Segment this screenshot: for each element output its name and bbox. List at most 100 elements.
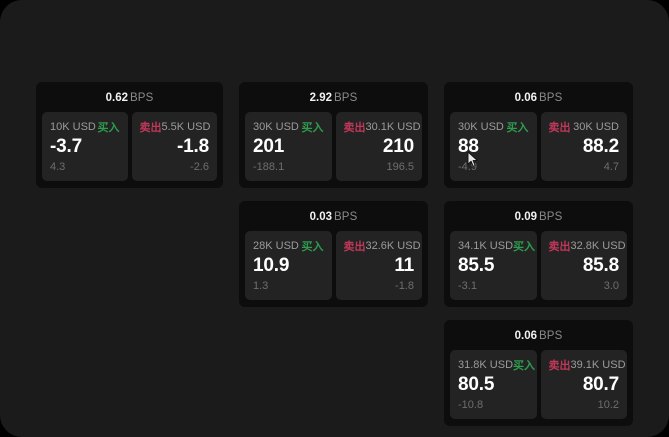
sell-panel[interactable]: 卖出 32.8K USD 85.8 3.0 xyxy=(540,231,627,300)
sell-price: 80.7 xyxy=(582,374,619,395)
panel-header-row: 34.1K USD 买入 xyxy=(458,238,535,253)
bps-value: 2.92 xyxy=(309,92,333,104)
card-sides: 31.8K USD 买入 80.5 -10.8 卖出 39.1K USD 80.7 10.2 xyxy=(450,350,627,419)
panel-header-row: 卖出 5.5K USD xyxy=(139,119,211,134)
sell-tag: 卖出 xyxy=(343,121,366,134)
sell-delta: -2.6 xyxy=(190,161,209,173)
column-3: 0.06 BPS 30K USD 买入 88 -4.9 卖出 30K USD 88.2 4.7 0.… xyxy=(444,82,633,426)
sell-tag: 卖出 xyxy=(548,121,571,134)
bps-unit-label: BPS xyxy=(539,92,563,104)
buy-price: -3.7 xyxy=(50,136,82,157)
sell-size-label: 39.1K USD xyxy=(570,358,626,371)
card-bps-header: 0.09 BPS xyxy=(450,207,627,231)
panel-header-row: 10K USD 买入 xyxy=(50,119,120,134)
card-bps-header: 0.03 BPS xyxy=(245,207,422,231)
buy-tag: 买入 xyxy=(97,121,120,134)
card-sides: 34.1K USD 买入 85.5 -3.1 卖出 32.8K USD 85.8 3.0 xyxy=(450,231,627,300)
bps-value: 0.09 xyxy=(514,211,538,223)
buy-panel[interactable]: 34.1K USD 买入 85.5 -3.1 xyxy=(450,231,537,300)
sell-panel[interactable]: 卖出 39.1K USD 80.7 10.2 xyxy=(540,350,627,419)
sell-price: 210 xyxy=(382,136,414,157)
buy-delta: -4.9 xyxy=(458,161,477,173)
quote-card[interactable]: 0.09 BPS 34.1K USD 买入 85.5 -3.1 卖出 32.8K USD 85.… xyxy=(444,201,633,307)
buy-delta: -188.1 xyxy=(253,161,285,173)
card-sides: 30K USD 买入 88 -4.9 卖出 30K USD 88.2 4.7 xyxy=(450,112,627,181)
column-2: 2.92 BPS 30K USD 买入 201 -188.1 卖出 30.1K USD 210 1… xyxy=(239,82,428,307)
buy-panel[interactable]: 31.8K USD 买入 80.5 -10.8 xyxy=(450,350,537,419)
sell-delta: 3.0 xyxy=(603,280,619,292)
quote-card[interactable]: 0.06 BPS 30K USD 买入 88 -4.9 卖出 30K USD 88.2 4.7 xyxy=(444,82,633,188)
sell-price: 85.8 xyxy=(582,255,619,276)
buy-tag: 买入 xyxy=(513,359,536,372)
sell-price: 88.2 xyxy=(582,136,619,157)
sell-tag: 卖出 xyxy=(343,240,366,253)
sell-tag: 卖出 xyxy=(548,240,571,253)
card-bps-header: 0.06 BPS xyxy=(450,326,627,350)
buy-price: 85.5 xyxy=(458,255,495,276)
panel-header-row: 卖出 32.8K USD xyxy=(548,238,626,253)
sell-size-label: 32.8K USD xyxy=(570,239,626,252)
panel-header-row: 卖出 39.1K USD xyxy=(548,357,626,372)
buy-size-label: 10K USD xyxy=(50,120,96,133)
card-bps-header: 0.62 BPS xyxy=(42,88,217,112)
buy-tag: 买入 xyxy=(301,240,324,253)
panel-header-row: 30K USD 买入 xyxy=(253,119,324,134)
panel-header-row: 卖出 30.1K USD xyxy=(343,119,421,134)
quote-card[interactable]: 0.03 BPS 28K USD 买入 10.9 1.3 卖出 32.6K USD 11 -1.8 xyxy=(239,201,428,307)
buy-size-label: 31.8K USD xyxy=(458,358,514,371)
sell-panel[interactable]: 卖出 5.5K USD -1.8 -2.6 xyxy=(131,112,217,181)
quote-card-grid: 0.62 BPS 10K USD 买入 -3.7 4.3 卖出 5.5K USD -1.8 -2.… xyxy=(36,82,633,426)
buy-price: 88 xyxy=(458,136,479,157)
buy-price: 10.9 xyxy=(253,255,290,276)
buy-size-label: 30K USD xyxy=(253,120,299,133)
buy-tag: 买入 xyxy=(301,121,324,134)
panel-header-row: 30K USD 买入 xyxy=(458,119,529,134)
buy-price: 201 xyxy=(253,136,285,157)
sell-price: -1.8 xyxy=(177,136,209,157)
quote-card[interactable]: 0.06 BPS 31.8K USD 买入 80.5 -10.8 卖出 39.1K USD 80… xyxy=(444,320,633,426)
panel-header-row: 28K USD 买入 xyxy=(253,238,324,253)
buy-size-label: 34.1K USD xyxy=(458,239,514,252)
buy-panel[interactable]: 10K USD 买入 -3.7 4.3 xyxy=(42,112,128,181)
buy-panel[interactable]: 30K USD 买入 88 -4.9 xyxy=(450,112,537,181)
panel-header-row: 卖出 30K USD xyxy=(549,119,620,134)
buy-tag: 买入 xyxy=(513,240,536,253)
buy-delta: 4.3 xyxy=(50,161,66,173)
card-sides: 30K USD 买入 201 -188.1 卖出 30.1K USD 210 196.5 xyxy=(245,112,422,181)
bps-value: 0.06 xyxy=(514,92,538,104)
card-bps-header: 0.06 BPS xyxy=(450,88,627,112)
bps-unit-label: BPS xyxy=(334,211,358,223)
buy-delta: 1.3 xyxy=(253,280,269,292)
sell-tag: 卖出 xyxy=(139,121,162,134)
buy-size-label: 30K USD xyxy=(458,120,504,133)
bps-unit-label: BPS xyxy=(334,92,358,104)
column-1: 0.62 BPS 10K USD 买入 -3.7 4.3 卖出 5.5K USD -1.8 -2.… xyxy=(36,82,223,188)
card-bps-header: 2.92 BPS xyxy=(245,88,422,112)
panel-header-row: 31.8K USD 买入 xyxy=(458,357,535,372)
buy-tag: 买入 xyxy=(506,121,529,134)
buy-size-label: 28K USD xyxy=(253,239,299,252)
card-sides: 28K USD 买入 10.9 1.3 卖出 32.6K USD 11 -1.8 xyxy=(245,231,422,300)
card-sides: 10K USD 买入 -3.7 4.3 卖出 5.5K USD -1.8 -2.6 xyxy=(42,112,217,181)
bps-unit-label: BPS xyxy=(539,211,563,223)
sell-size-label: 30.1K USD xyxy=(365,120,421,133)
bps-unit-label: BPS xyxy=(539,330,563,342)
sell-price: 11 xyxy=(394,255,414,276)
sell-panel[interactable]: 卖出 32.6K USD 11 -1.8 xyxy=(335,231,422,300)
bps-value: 0.03 xyxy=(309,211,333,223)
panel-header-row: 卖出 32.6K USD xyxy=(343,238,421,253)
sell-tag: 卖出 xyxy=(548,359,571,372)
sell-delta: 4.7 xyxy=(603,161,619,173)
buy-panel[interactable]: 30K USD 买入 201 -188.1 xyxy=(245,112,332,181)
buy-panel[interactable]: 28K USD 买入 10.9 1.3 xyxy=(245,231,332,300)
quote-card[interactable]: 0.62 BPS 10K USD 买入 -3.7 4.3 卖出 5.5K USD -1.8 -2.… xyxy=(36,82,223,188)
sell-panel[interactable]: 卖出 30K USD 88.2 4.7 xyxy=(540,112,627,181)
sell-size-label: 30K USD xyxy=(573,120,619,133)
sell-panel[interactable]: 卖出 30.1K USD 210 196.5 xyxy=(335,112,422,181)
bps-value: 0.06 xyxy=(514,330,538,342)
buy-delta: -10.8 xyxy=(458,399,484,411)
quote-card[interactable]: 2.92 BPS 30K USD 买入 201 -188.1 卖出 30.1K USD 210 1… xyxy=(239,82,428,188)
buy-price: 80.5 xyxy=(458,374,495,395)
bps-value: 0.62 xyxy=(105,92,129,104)
